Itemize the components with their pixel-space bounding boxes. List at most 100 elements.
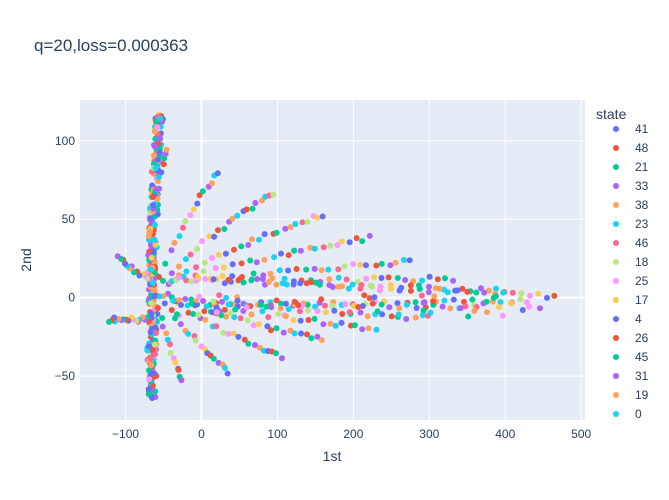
data-point: [496, 304, 503, 310]
data-point: [211, 233, 218, 240]
legend-item[interactable]: 48: [613, 141, 649, 155]
legend-marker: [613, 354, 619, 360]
data-point: [254, 276, 261, 282]
legend-label: 23: [635, 217, 649, 231]
data-point: [450, 277, 457, 284]
data-point: [517, 296, 524, 303]
data-point: [436, 285, 443, 292]
data-point: [151, 341, 158, 348]
data-point: [464, 288, 471, 295]
data-point: [250, 270, 257, 277]
data-point: [268, 327, 274, 334]
legend-item[interactable]: 26: [613, 331, 649, 345]
data-point: [196, 293, 203, 300]
x-axis-title: 1st: [323, 448, 342, 464]
data-point: [159, 315, 166, 321]
data-point: [222, 250, 229, 257]
legend-item[interactable]: 18: [613, 255, 649, 269]
data-point: [265, 279, 272, 285]
legend-marker: [613, 297, 619, 303]
data-point: [430, 298, 436, 305]
legend-item[interactable]: 25: [613, 274, 649, 288]
data-point: [403, 316, 410, 322]
data-point: [178, 377, 185, 384]
data-point: [165, 290, 172, 297]
data-point: [403, 301, 410, 308]
data-point: [486, 287, 492, 294]
data-point: [387, 262, 394, 269]
data-point: [374, 308, 381, 315]
data-point: [273, 350, 280, 357]
data-point: [363, 275, 370, 282]
legend-item[interactable]: 38: [613, 198, 649, 212]
legend-item[interactable]: 21: [613, 160, 649, 174]
data-point: [220, 264, 227, 271]
data-point: [280, 329, 287, 336]
legend-item[interactable]: 19: [613, 388, 649, 402]
data-point: [406, 257, 413, 264]
data-point: [500, 289, 507, 296]
data-point: [392, 259, 399, 266]
data-point: [373, 262, 380, 269]
data-point: [182, 218, 189, 225]
data-point: [426, 283, 432, 290]
data-point: [176, 233, 183, 240]
data-point: [190, 311, 197, 317]
legend-marker: [613, 335, 619, 341]
legend-item[interactable]: 31: [613, 369, 649, 383]
data-point: [377, 287, 383, 294]
legend-item[interactable]: 45: [613, 350, 649, 364]
data-point: [311, 315, 318, 322]
data-point: [293, 266, 300, 272]
legend[interactable]: 41 48 21 33 38 23 46 18 25 17 4 26 45 31 19 0: [613, 122, 649, 421]
chart-title: q=20,loss=0.000363: [34, 36, 188, 55]
data-point: [357, 309, 364, 316]
data-point: [323, 309, 329, 316]
data-point: [259, 308, 266, 315]
data-point: [149, 194, 156, 200]
data-point: [156, 293, 163, 300]
data-point: [238, 260, 245, 267]
legend-item[interactable]: 23: [613, 217, 649, 231]
data-point: [326, 276, 333, 283]
data-point: [218, 312, 225, 319]
data-point: [341, 263, 348, 270]
data-point: [335, 274, 342, 281]
legend-label: 18: [635, 255, 649, 269]
data-point: [523, 299, 530, 306]
data-point: [439, 303, 446, 310]
legend-item[interactable]: 41: [613, 122, 649, 136]
legend-item[interactable]: 17: [613, 293, 649, 307]
data-point: [355, 304, 362, 310]
legend-label: 48: [635, 141, 649, 155]
data-point: [378, 301, 385, 308]
data-point: [106, 318, 112, 325]
legend-marker: [613, 411, 619, 417]
data-point: [400, 257, 407, 263]
data-point: [450, 296, 457, 303]
data-point: [312, 303, 319, 310]
data-point: [326, 282, 333, 289]
data-point: [261, 256, 268, 263]
data-point: [357, 261, 364, 268]
data-point: [168, 270, 175, 277]
data-point: [332, 322, 339, 329]
data-point: [483, 298, 490, 305]
legend-item[interactable]: 46: [613, 236, 649, 250]
data-point: [185, 330, 192, 337]
data-point: [434, 276, 441, 283]
data-point: [318, 267, 325, 274]
data-point: [311, 265, 318, 272]
data-point: [182, 256, 189, 263]
data-point: [268, 304, 275, 311]
legend-item[interactable]: 4: [613, 312, 642, 326]
data-point: [152, 143, 158, 150]
x-tick-label: 100: [267, 427, 287, 441]
data-point: [484, 309, 490, 316]
data-point: [148, 254, 155, 261]
data-point: [225, 330, 232, 337]
data-point: [185, 309, 192, 316]
data-point: [200, 298, 207, 304]
legend-item[interactable]: 33: [613, 179, 649, 193]
legend-item[interactable]: 0: [613, 407, 642, 421]
